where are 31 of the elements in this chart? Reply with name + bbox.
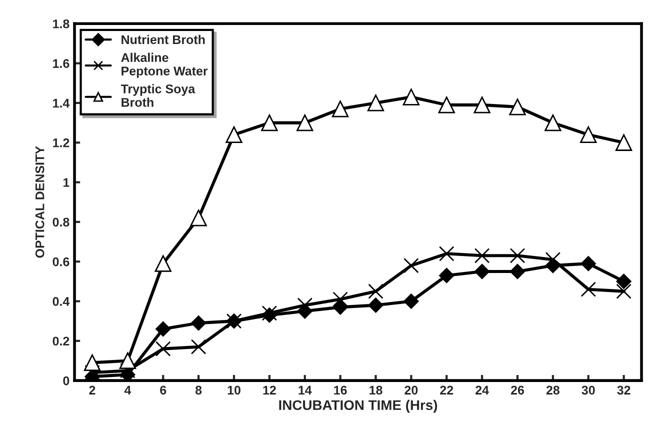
x-tick-label: 4	[124, 386, 132, 394]
x-tick-label: 10	[228, 386, 240, 395]
x-axis-title: INCUBATION TIME (Hrs)	[279, 400, 438, 413]
x-tick-label: 8	[195, 386, 202, 395]
y-tick-label: 0.4	[52, 297, 70, 306]
y-tick-label: 1	[63, 178, 70, 187]
y-tick-label: 1.2	[53, 138, 70, 148]
y-tick-label: 0.8	[52, 218, 70, 227]
legend-label: Tryptic Soya Broth	[120, 84, 196, 107]
x-tick-label: 20	[404, 386, 418, 395]
y-tick-label: 0	[63, 376, 70, 386]
x-tick-label: 30	[582, 386, 595, 395]
y-axis-title: OPTICAL DENSITY	[35, 146, 44, 258]
x-tick-label: 6	[160, 386, 166, 395]
x-tick-label: 28	[546, 386, 560, 395]
y-tick-label: 1.6	[53, 59, 70, 68]
x-tick-label: 16	[334, 386, 347, 395]
x-tick-label: 24	[476, 386, 489, 394]
x-tick-label: 26	[510, 386, 524, 395]
x-tick-label: 22	[440, 386, 454, 394]
y-tick-label: 0.6	[52, 257, 70, 266]
x-tick-label: 32	[617, 386, 630, 395]
x-tick-label: 2	[89, 386, 96, 394]
x-tick-label: 14	[298, 386, 312, 394]
legend-label: Nutrient Broth	[122, 34, 205, 44]
y-tick-label: 1.4	[53, 98, 70, 108]
legend-label: Alkaline Peptone Water	[121, 52, 208, 78]
y-tick-label: 1.8	[53, 19, 70, 28]
y-tick-label: 0.2	[52, 336, 70, 346]
x-tick-label: 12	[263, 386, 276, 394]
x-tick-label: 18	[370, 386, 382, 395]
